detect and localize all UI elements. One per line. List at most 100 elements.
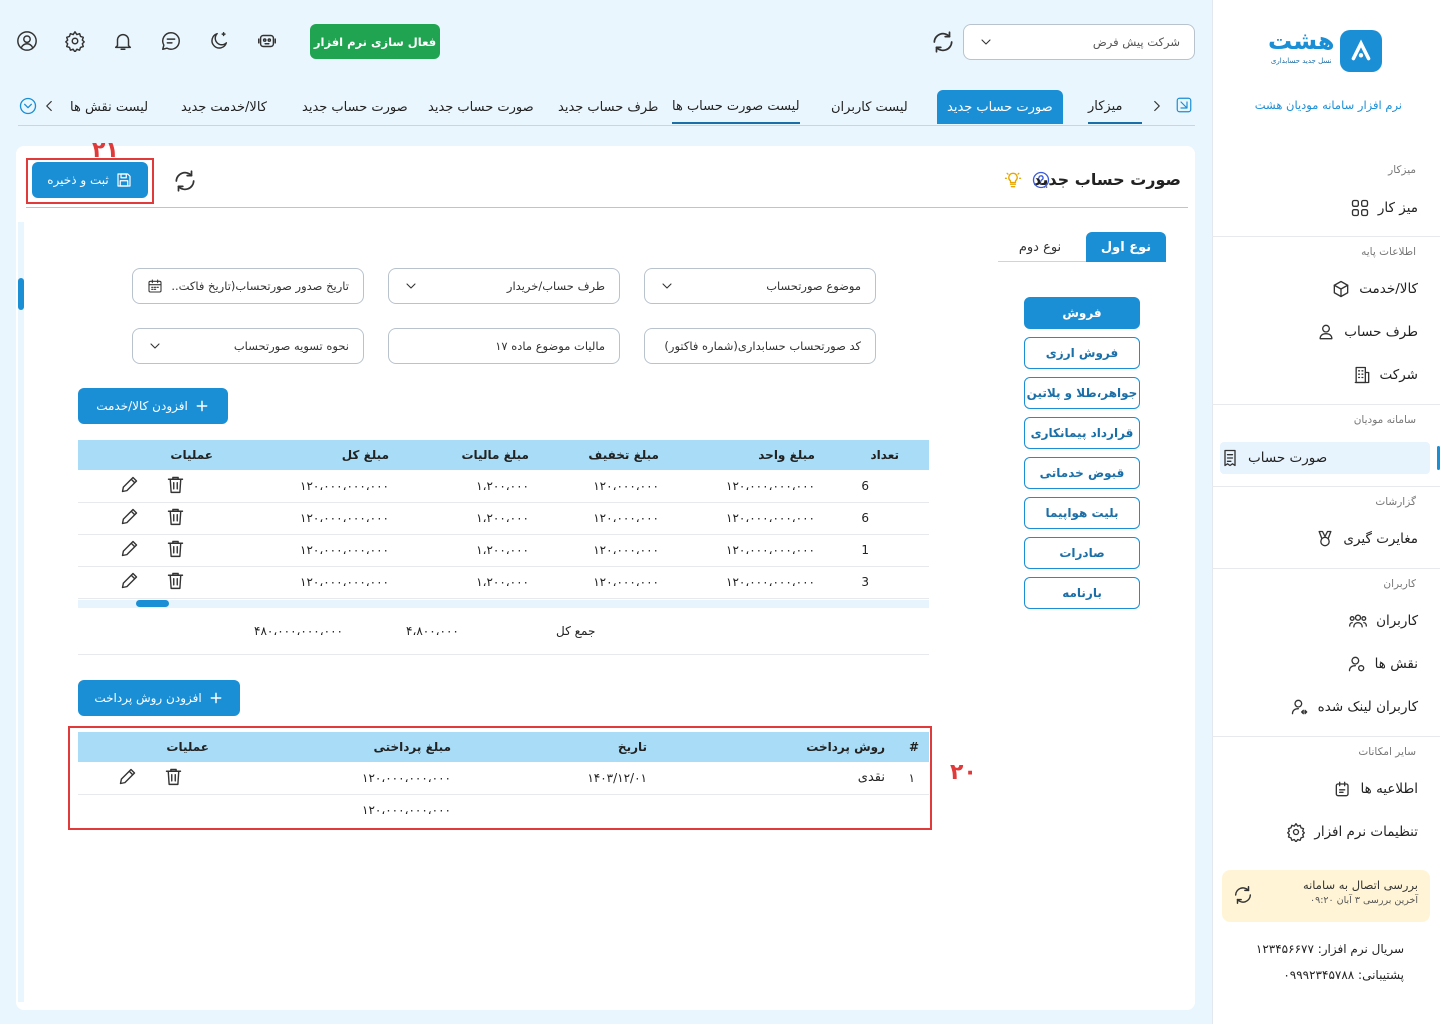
sidebar-item-goods[interactable]: کالا/خدمت — [1331, 273, 1418, 305]
sidebar-item-discrepancy[interactable]: مغایرت گیری — [1315, 523, 1418, 555]
cell-discount: ۱۲۰،۰۰۰،۰۰۰ — [547, 470, 687, 503]
subject-select[interactable]: موضوع صورتحساب — [644, 268, 876, 304]
sidebar-item-party[interactable]: طرف حساب — [1316, 316, 1418, 348]
refresh-icon[interactable] — [930, 29, 956, 55]
pattern-sale-button[interactable]: فروش — [1024, 297, 1140, 329]
sidebar-item-settings[interactable]: تنظیمات نرم افزار — [1286, 816, 1418, 848]
activate-software-button[interactable]: فعال سازی نرم افزار — [310, 24, 440, 59]
sidebar-item-dashboard[interactable]: میز کار — [1350, 192, 1418, 224]
chevron-left-icon[interactable] — [40, 97, 58, 115]
lightbulb-icon[interactable] — [1003, 170, 1023, 190]
issue-date-input[interactable]: تاریخ صدور صورتحساب(تاریخ فاکت.. — [132, 268, 364, 304]
pattern-contract-button[interactable]: قرارداد پیمانکاری — [1024, 417, 1140, 449]
trash-icon[interactable] — [163, 766, 184, 787]
cell-ops — [78, 502, 227, 535]
add-payment-button[interactable]: افزودن روش پرداخت — [78, 680, 240, 716]
chevron-right-icon[interactable] — [1148, 97, 1166, 115]
pencil-icon[interactable] — [119, 570, 140, 591]
logo: هشت نسل جدید حسابداری — [1268, 28, 1382, 74]
tab-roles-list[interactable]: لیست نقش ها — [70, 99, 149, 115]
bell-icon[interactable] — [112, 30, 134, 52]
pattern-airline-ticket-button[interactable]: بلیت هواپیما — [1024, 497, 1140, 529]
save-button[interactable]: ثبت و ذخیره — [32, 162, 148, 198]
medal-icon — [1315, 529, 1335, 549]
pattern-waybill-button[interactable]: بارنامه — [1024, 577, 1140, 609]
tax17-input[interactable]: مالیات موضوع ماده ۱۷ — [388, 328, 620, 364]
sidebar-item-label: کاربران لینک شده — [1317, 699, 1418, 715]
tab-user-list[interactable]: لیست کاربران — [831, 99, 908, 115]
chevron-down-circle-icon[interactable] — [18, 96, 38, 116]
pencil-icon[interactable] — [119, 506, 140, 527]
add-item-button[interactable]: افزودن کالا/خدمت — [78, 388, 228, 424]
cell-index: ۱ — [899, 762, 929, 795]
col-ops: عملیات — [78, 440, 227, 470]
tab-type-second[interactable]: نوع دوم — [1018, 239, 1062, 255]
cell-tax: ۱،۲۰۰،۰۰۰ — [427, 534, 547, 567]
connection-check-card[interactable]: بررسی اتصال به سامانه آخرین بررسی ۳ آبان… — [1222, 870, 1430, 922]
table-row: 6 ۱۲۰،۰۰۰،۰۰۰،۰۰۰ ۱۲۰،۰۰۰،۰۰۰ ۱،۲۰۰،۰۰۰ … — [78, 470, 929, 503]
save-button-label: ثبت و ذخیره — [47, 173, 109, 187]
vertical-scrollbar[interactable] — [18, 222, 24, 1002]
tab-dashboard[interactable]: میزکار — [1088, 90, 1142, 124]
invoice-code-input[interactable]: کد صورتحساب حسابداری(شماره فاکتور) — [644, 328, 876, 364]
cell-qty: 6 — [839, 502, 929, 535]
company-select[interactable]: شرکت پیش فرض — [963, 24, 1195, 60]
pencil-icon[interactable] — [117, 766, 138, 787]
robot-icon[interactable] — [256, 30, 278, 52]
cell-payment-method: نقدی — [699, 762, 899, 795]
user-icon[interactable] — [16, 30, 38, 52]
settlement-select[interactable]: نحوه تسویه صورتحساب — [132, 328, 364, 364]
help-icon[interactable] — [1031, 170, 1051, 190]
col-payment-method: روش پرداخت — [699, 732, 899, 762]
floppy-disk-icon — [115, 171, 133, 189]
payments-table-header: # روش پرداخت تاریخ مبلغ پرداختی عملیات — [78, 732, 929, 762]
pattern-export-button[interactable]: صادرات — [1024, 537, 1140, 569]
trash-icon[interactable] — [165, 474, 186, 495]
vertical-scrollbar-thumb[interactable] — [18, 278, 24, 310]
sidebar-item-label: طرف حساب — [1344, 324, 1418, 340]
gear-icon[interactable] — [64, 30, 86, 52]
refresh-icon[interactable] — [1232, 884, 1254, 906]
chevron-down-icon — [659, 278, 675, 294]
col-ops: عملیات — [78, 732, 223, 762]
tab-new-invoice[interactable]: صورت حساب جدید — [428, 99, 534, 115]
cell-amount: ۱۲۰،۰۰۰،۰۰۰،۰۰۰ — [223, 762, 463, 795]
box-icon — [1331, 279, 1351, 299]
trash-icon[interactable] — [165, 538, 186, 559]
buyer-select[interactable]: طرف حساب/خریدار — [388, 268, 620, 304]
tabs-menu-icon[interactable] — [1175, 96, 1193, 114]
trash-icon[interactable] — [165, 570, 186, 591]
sidebar-item-company[interactable]: شرکت — [1352, 359, 1418, 391]
col-amount: مبلغ پرداختی — [223, 732, 463, 762]
gear-icon — [1286, 822, 1306, 842]
tab-new-invoice[interactable]: صورت حساب جدید — [302, 99, 408, 115]
sidebar-item-users[interactable]: کاربران — [1348, 605, 1418, 637]
chat-icon[interactable] — [160, 30, 182, 52]
users-icon — [1348, 611, 1368, 631]
pencil-icon[interactable] — [119, 474, 140, 495]
horizontal-scrollbar[interactable] — [78, 600, 929, 608]
tab-new-invoice-active[interactable]: صورت حساب جدید — [937, 90, 1063, 124]
refresh-icon[interactable] — [172, 168, 198, 194]
trash-icon[interactable] — [165, 506, 186, 527]
tax17-placeholder: مالیات موضوع ماده ۱۷ — [495, 339, 605, 353]
pencil-icon[interactable] — [119, 538, 140, 559]
pattern-utility-bills-button[interactable]: قبوض خدماتی — [1024, 457, 1140, 489]
table-row: 3 ۱۲۰،۰۰۰،۰۰۰،۰۰۰ ۱۲۰،۰۰۰،۰۰۰ ۱،۲۰۰،۰۰۰ … — [78, 566, 929, 599]
tab-new-goods[interactable]: کالا/خدمت جدید — [181, 99, 267, 115]
pattern-jewelry-button[interactable]: جواهر،طلا و پلاتین — [1024, 377, 1140, 409]
table-row: 6 ۱۲۰،۰۰۰،۰۰۰،۰۰۰ ۱۲۰،۰۰۰،۰۰۰ ۱،۲۰۰،۰۰۰ … — [78, 502, 929, 535]
sidebar-item-announcements[interactable]: اطلاعیه ها — [1333, 773, 1418, 805]
tab-type-first[interactable]: نوع اول — [1086, 232, 1166, 262]
moon-icon[interactable] — [208, 30, 230, 52]
sidebar-item-roles[interactable]: نقش ها — [1347, 648, 1418, 680]
horizontal-scrollbar-thumb[interactable] — [136, 600, 169, 607]
tab-invoice-list[interactable]: لیست صورت حساب ها — [672, 90, 800, 124]
sidebar-item-invoice[interactable]: صورت حساب — [1220, 442, 1430, 474]
cell-unit-price: ۱۲۰،۰۰۰،۰۰۰،۰۰۰ — [687, 566, 839, 599]
section-users: کاربران — [1383, 578, 1416, 590]
pattern-currency-sale-button[interactable]: فروش ارزی — [1024, 337, 1140, 369]
tab-new-party[interactable]: طرف حساب جدید — [558, 99, 659, 115]
sidebar-item-linked-users[interactable]: کاربران لینک شده — [1290, 691, 1418, 723]
grid-icon — [1350, 198, 1370, 218]
